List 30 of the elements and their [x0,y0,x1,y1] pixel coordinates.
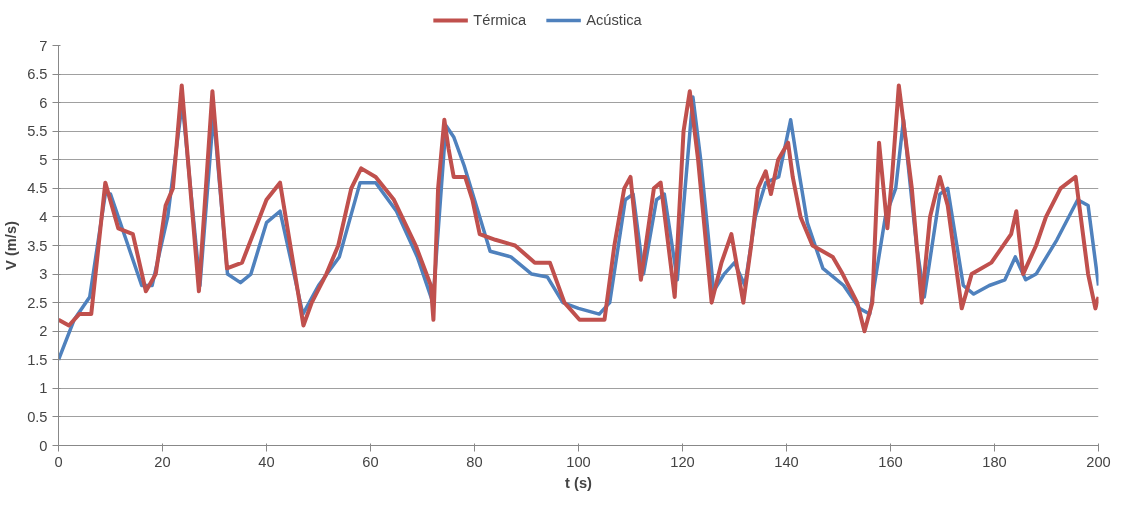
x-tick-label: 180 [982,453,1007,470]
y-tick-label: 3.5 [27,237,48,254]
legend-label: Acústica [586,12,642,28]
y-tick-label: 6 [39,94,48,111]
y-tick-label: 1.5 [27,351,48,368]
y-tick-label: 2.5 [27,294,48,311]
y-tick-label: 0 [39,437,48,454]
x-tick-label: 160 [878,453,903,470]
y-tick-label: 7 [39,37,48,54]
y-tick-label: 4.5 [27,180,48,197]
y-tick-label: 4 [39,208,48,225]
x-tick-label: 20 [154,453,171,470]
y-axis-title: V (m/s) [3,220,20,270]
x-tick-label: 120 [670,453,695,470]
x-tick-label: 140 [774,453,799,470]
x-tick-label: 40 [258,453,275,470]
y-tick-label: 3 [39,266,48,283]
y-tick-label: 6.5 [27,66,48,83]
x-tick-label: 60 [362,453,379,470]
x-tick-label: 80 [466,453,483,470]
legend-label: Térmica [473,12,527,28]
x-axis-title: t (s) [565,474,593,491]
y-tick-label: 5 [39,151,48,168]
y-tick-label: 1 [39,380,48,397]
y-tick-label: 5.5 [27,123,48,140]
y-tick-label: 0.5 [27,408,48,425]
y-tick-label: 2 [39,323,48,340]
x-tick-label: 0 [54,453,63,470]
x-tick-label: 200 [1086,453,1111,470]
x-tick-label: 100 [566,453,591,470]
